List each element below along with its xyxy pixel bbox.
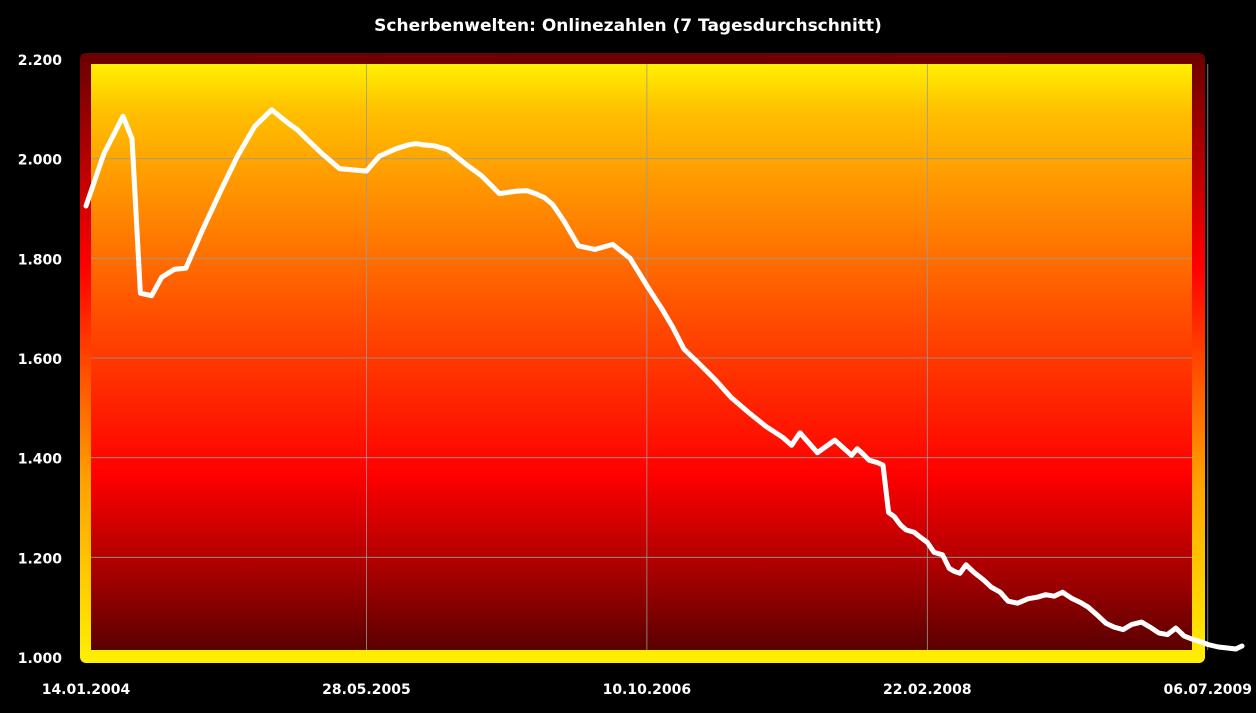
x-tick-label: 28.05.2005 <box>322 682 411 698</box>
y-tick-label: 1.000 <box>18 651 63 667</box>
grid-layer <box>91 64 1209 650</box>
x-tick-label: 06.07.2009 <box>1163 682 1252 698</box>
x-tick-label: 14.01.2004 <box>42 682 131 698</box>
plot-area <box>91 64 1192 650</box>
x-tick-label: 10.10.2006 <box>603 682 692 698</box>
y-tick-label: 2.200 <box>18 53 63 69</box>
series-line <box>83 107 1245 652</box>
y-tick-label: 1.800 <box>18 252 63 268</box>
y-tick-label: 1.400 <box>18 452 63 468</box>
y-tick-label: 1.600 <box>18 352 63 368</box>
y-tick-label: 2.000 <box>18 153 63 169</box>
y-axis: 1.000 1.200 1.400 1.600 1.800 2.000 2.200 <box>18 53 63 667</box>
series-layer <box>83 107 1245 652</box>
x-axis: 14.01.2004 28.05.2005 10.10.2006 22.02.2008… <box>42 682 1252 698</box>
y-tick-label: 1.200 <box>18 551 63 567</box>
chart-title: Scherbenwelten: Onlinezahlen (7 Tagesdur… <box>374 16 882 36</box>
x-tick-label: 22.02.2008 <box>883 682 972 698</box>
